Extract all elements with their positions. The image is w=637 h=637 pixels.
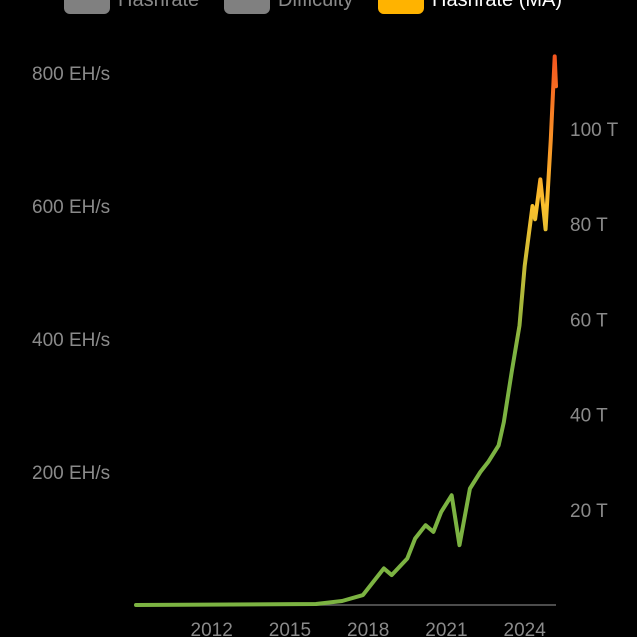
hashrate-line: [134, 54, 558, 607]
y-tick-label: 600 EH/s: [32, 197, 110, 218]
legend-label: Hashrate (MA): [432, 0, 562, 11]
x-tick-label: 2024: [504, 620, 547, 637]
y2-tick-label: 20 T: [570, 501, 608, 522]
y-tick-label: 800 EH/s: [32, 64, 110, 85]
legend-label: Difficulty: [278, 0, 353, 11]
y2-tick-label: 60 T: [570, 310, 608, 331]
y2-tick-label: 100 T: [570, 120, 619, 141]
y-tick-label: 200 EH/s: [32, 463, 110, 484]
y2-tick-label: 40 T: [570, 406, 608, 427]
legend-swatch: [64, 0, 110, 14]
y-tick-label: 400 EH/s: [32, 330, 110, 351]
x-tick-label: 2021: [425, 620, 467, 637]
legend-swatch: [378, 0, 424, 14]
x-tick-label: 2015: [269, 620, 311, 637]
x-tick-label: 2012: [191, 620, 233, 637]
y2-tick-label: 80 T: [570, 215, 608, 236]
legend-swatch: [224, 0, 270, 14]
x-tick-label: 2018: [347, 620, 389, 637]
legend-label: Hashrate: [118, 0, 199, 11]
